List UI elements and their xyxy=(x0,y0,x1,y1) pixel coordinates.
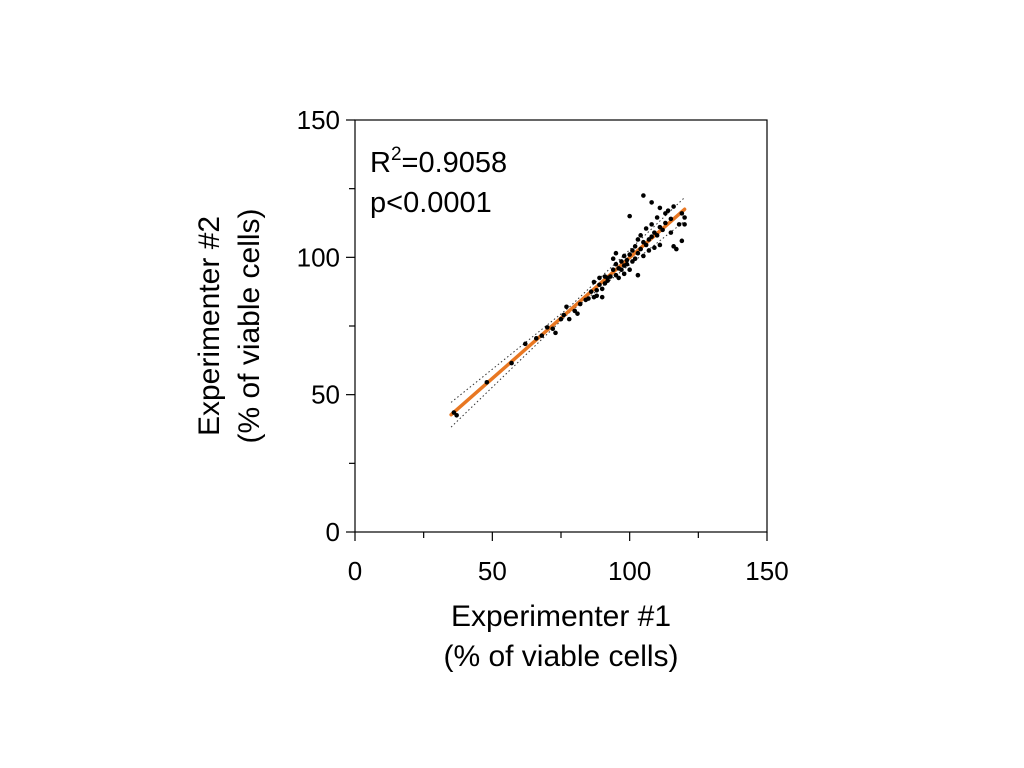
data-point xyxy=(652,245,657,251)
x-tick-label: 100 xyxy=(608,556,651,586)
data-point xyxy=(643,242,649,248)
data-point xyxy=(638,246,643,252)
data-point xyxy=(610,256,616,262)
data-point xyxy=(627,252,632,257)
data-point xyxy=(657,205,663,211)
data-point xyxy=(635,237,641,242)
data-point xyxy=(668,216,674,222)
data-point xyxy=(624,257,630,263)
data-point xyxy=(577,301,583,307)
data-point xyxy=(616,275,621,281)
data-point xyxy=(613,261,619,267)
data-point xyxy=(599,294,605,300)
x-tick-label: 150 xyxy=(745,556,788,586)
data-point xyxy=(619,259,624,264)
y-axis-title-line1: Experimenter #2 xyxy=(193,216,226,436)
p-value-annotation: p<0.0001 xyxy=(370,187,492,219)
data-point xyxy=(564,304,569,310)
data-point xyxy=(657,242,663,248)
data-point xyxy=(665,208,671,213)
data-point xyxy=(509,360,514,366)
data-point xyxy=(632,244,638,249)
data-point xyxy=(594,293,600,299)
data-point xyxy=(561,312,567,318)
data-point xyxy=(663,220,668,226)
data-point xyxy=(682,222,687,227)
data-point xyxy=(594,287,600,293)
x-axis-ticks: 0 50 100 150 xyxy=(348,532,789,586)
confidence-band-upper xyxy=(450,197,685,403)
data-point xyxy=(533,336,539,341)
data-point xyxy=(588,289,594,294)
plot-frame xyxy=(354,119,768,533)
data-point xyxy=(484,380,490,385)
data-point xyxy=(641,253,646,259)
data-point xyxy=(635,250,641,256)
data-point xyxy=(627,267,632,272)
data-point xyxy=(649,222,654,227)
x-tick-label: 50 xyxy=(478,556,507,586)
data-point xyxy=(646,248,652,253)
data-point xyxy=(676,222,682,227)
data-point xyxy=(632,256,638,262)
data-point xyxy=(522,341,528,347)
data-point xyxy=(649,200,654,205)
data-point xyxy=(679,238,685,244)
y-tick-label: 0 xyxy=(326,517,340,547)
data-point xyxy=(586,296,591,301)
data-point xyxy=(621,271,627,277)
y-tick-label: 150 xyxy=(297,105,340,135)
data-point xyxy=(544,325,550,330)
data-point xyxy=(660,227,665,233)
data-point xyxy=(643,226,649,231)
data-point xyxy=(454,412,459,418)
x-tick-label: 0 xyxy=(348,556,362,586)
data-point xyxy=(597,282,602,288)
data-point xyxy=(550,326,556,332)
data-point xyxy=(635,272,641,278)
data-point xyxy=(610,267,616,272)
data-point xyxy=(674,246,679,252)
data-point xyxy=(539,333,545,338)
data-point xyxy=(599,286,605,292)
data-point xyxy=(668,230,674,235)
data-point xyxy=(649,234,654,240)
x-axis-title-line1: Experimenter #1 xyxy=(451,600,671,633)
data-point xyxy=(654,233,660,238)
data-point xyxy=(654,215,660,220)
r-squared-annotation: R2=0.9058 xyxy=(370,144,507,179)
y-tick-label: 100 xyxy=(297,242,340,272)
data-point xyxy=(630,248,635,253)
data-point xyxy=(575,311,580,316)
data-point xyxy=(566,316,572,322)
data-point xyxy=(624,261,630,267)
data-point xyxy=(558,316,564,322)
data-point xyxy=(619,267,624,272)
data-point xyxy=(608,274,613,279)
x-axis-title-line2: (% of viable cells) xyxy=(443,640,678,673)
data-point xyxy=(671,204,676,209)
y-tick-label: 50 xyxy=(311,380,340,410)
data-point xyxy=(627,213,632,219)
data-point xyxy=(679,211,685,216)
data-point xyxy=(682,215,687,220)
data-point xyxy=(591,279,597,285)
data-point xyxy=(641,193,646,198)
data-point xyxy=(621,253,627,259)
y-axis-ticks: 0 50 100 150 xyxy=(297,105,355,547)
data-point xyxy=(597,275,602,281)
data-point xyxy=(613,250,619,256)
data-point xyxy=(553,330,558,336)
y-axis-title-line2: (% of viable cells) xyxy=(233,208,266,443)
data-point xyxy=(638,233,643,238)
data-points xyxy=(451,193,687,418)
